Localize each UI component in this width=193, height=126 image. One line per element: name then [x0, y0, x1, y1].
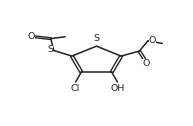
Text: OH: OH	[110, 84, 125, 93]
Text: O: O	[142, 59, 150, 68]
Text: O: O	[149, 36, 156, 45]
Text: Cl: Cl	[71, 84, 80, 93]
Text: O: O	[27, 32, 35, 41]
Text: S: S	[47, 45, 53, 54]
Text: S: S	[93, 34, 100, 43]
